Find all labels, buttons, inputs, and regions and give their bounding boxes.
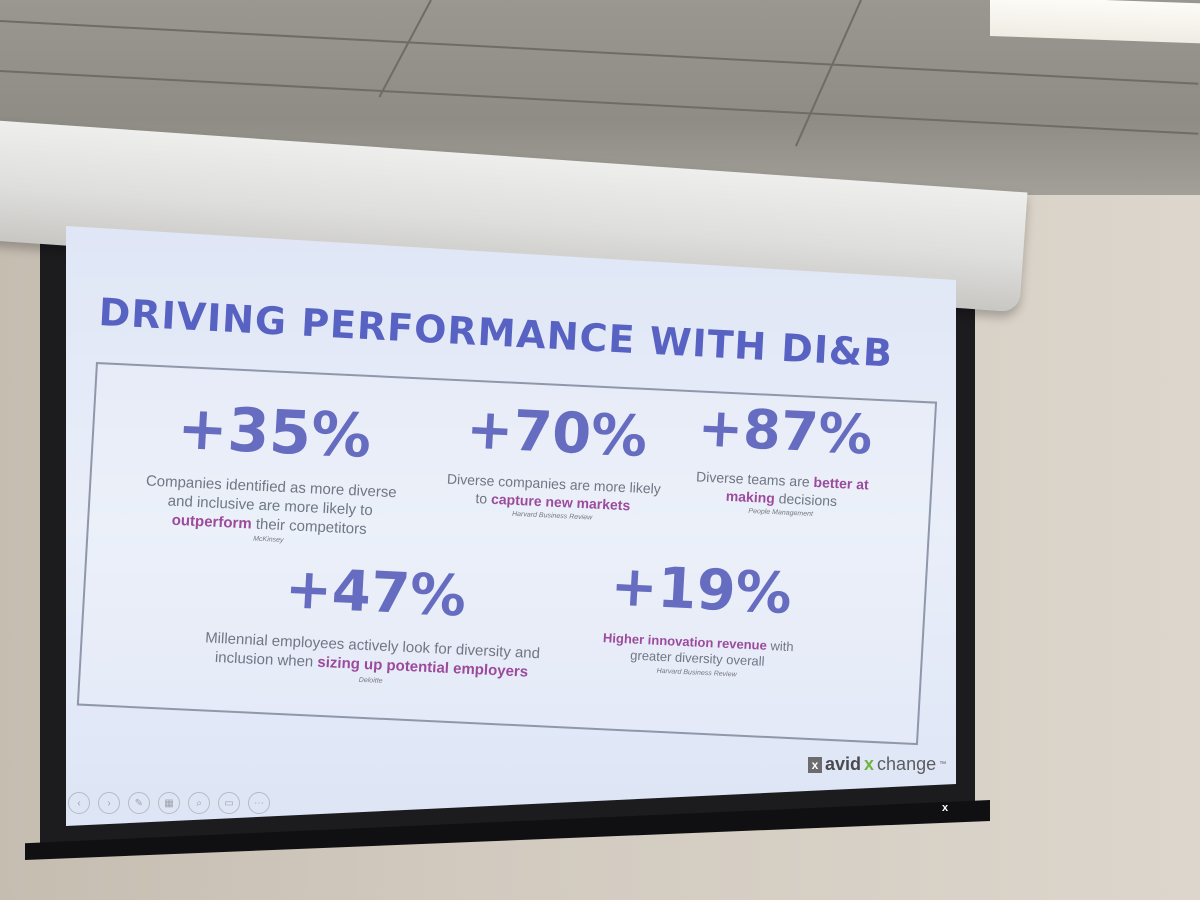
presentation-slide: DRIVING PERFORMANCE WITH DI&B +35% Compa… — [66, 226, 956, 826]
stat-70: +70% Diverse companies are more likely t… — [442, 396, 668, 525]
stat-value: +19% — [609, 553, 794, 627]
slide-title: DRIVING PERFORMANCE WITH DI&B — [97, 290, 895, 376]
play-icon[interactable]: › — [98, 792, 120, 814]
stat-87: +87% Diverse teams are better at making … — [681, 395, 887, 521]
screen-bar-logo: x — [942, 802, 949, 814]
zoom-icon[interactable]: ⌕ — [188, 792, 210, 814]
ceiling-grid-line — [378, 0, 432, 98]
stat-description: Companies identified as more diverse and… — [145, 472, 398, 538]
stat-value: +47% — [283, 556, 468, 630]
screen-icon[interactable]: ▭ — [218, 792, 240, 814]
more-icon[interactable]: ⋯ — [248, 792, 270, 814]
stat-value: +35% — [175, 392, 374, 472]
stats-box: +35% Companies identified as more divers… — [76, 362, 938, 746]
stat-47: +47% Millennial employees actively look … — [191, 556, 557, 692]
stat-value: +70% — [464, 396, 649, 470]
back-icon[interactable]: ‹ — [68, 792, 90, 814]
stat-35: +35% Companies identified as more divers… — [138, 392, 406, 549]
stat-19: +19% Higher innovation revenue with grea… — [587, 553, 813, 682]
slides-icon[interactable]: ▦ — [158, 792, 180, 814]
ceiling-grid-line — [0, 70, 1199, 135]
logo-mark: x — [808, 756, 822, 773]
pen-icon[interactable]: ✎ — [128, 792, 150, 814]
slideshow-controls: ‹ › ✎ ▦ ⌕ ▭ ⋯ — [68, 792, 270, 814]
avidxchange-logo: x avid x change ™ — [808, 754, 946, 775]
stat-value: +87% — [696, 395, 875, 467]
ceiling-grid-line — [795, 0, 862, 147]
